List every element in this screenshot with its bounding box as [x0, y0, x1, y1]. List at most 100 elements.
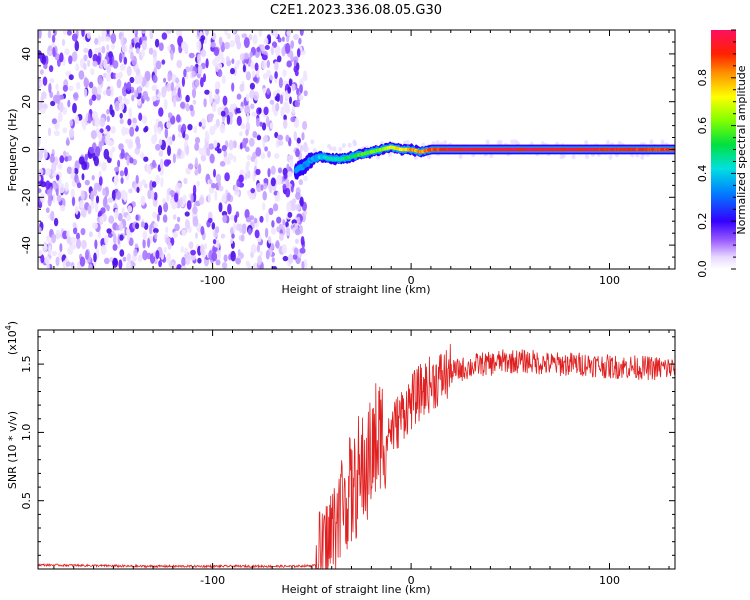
noise-blob: [76, 238, 81, 249]
noise-blob: [280, 106, 285, 115]
noise-blob: [205, 30, 209, 36]
y-tick-label: 0.5: [20, 492, 33, 510]
noise-blob: [126, 155, 130, 166]
noise-blob: [230, 238, 234, 244]
noise-blob: [292, 254, 298, 260]
colorbar-label: Normalized spectral amplitude: [735, 65, 748, 234]
noise-blob: [279, 94, 284, 105]
noise-blob: [153, 228, 159, 234]
noise-blob: [584, 140, 589, 145]
snr-panel: -100 0 100 0.5 1.0 1.5 Height of straight lin…: [4, 321, 676, 596]
noise-blob: [254, 158, 258, 167]
noise-blob: [224, 41, 230, 50]
noise-blob: [252, 34, 258, 45]
noise-blob: [212, 247, 218, 253]
noise-blob: [196, 40, 202, 51]
noise-blob: [117, 213, 123, 222]
noise-blob: [50, 210, 55, 222]
noise-blob: [180, 126, 184, 134]
noise-blob: [55, 95, 61, 104]
noise-blob: [213, 123, 218, 131]
noise-blob: [109, 150, 113, 159]
noise-blob: [267, 150, 271, 158]
noise-blob: [166, 137, 171, 148]
noise-blob: [195, 79, 200, 87]
noise-blob: [266, 87, 270, 95]
snr-line: [38, 343, 675, 569]
noise-blob: [124, 127, 130, 135]
noise-blob: [167, 45, 171, 52]
noise-blob: [227, 203, 232, 215]
noise-blob: [232, 30, 236, 34]
noise-blob: [187, 168, 191, 175]
noise-blob: [151, 134, 157, 145]
noise-blob: [239, 83, 245, 93]
noise-blob: [179, 196, 183, 206]
noise-blob: [73, 227, 78, 235]
noise-blob: [177, 87, 181, 98]
noise-blob: [51, 234, 57, 244]
noise-blob: [194, 157, 198, 168]
noise-blob: [55, 229, 61, 240]
noise-blob: [72, 102, 77, 114]
noise-blob: [327, 143, 331, 149]
noise-blob: [220, 110, 226, 117]
noise-blob: [286, 30, 292, 36]
y-tick-label: 1.5: [20, 355, 33, 373]
noise-blob: [187, 124, 193, 131]
noise-blob: [302, 120, 308, 130]
noise-blob: [112, 258, 118, 268]
noise-blob: [217, 69, 223, 78]
noise-blob: [192, 216, 199, 227]
noise-blob: [249, 215, 255, 221]
noise-blob: [254, 229, 260, 239]
noise-blob: [38, 175, 42, 182]
noise-blob: [296, 48, 301, 58]
noise-blob: [99, 117, 106, 128]
noise-blob: [163, 77, 167, 83]
noise-blob: [211, 182, 216, 189]
noise-blob: [194, 137, 201, 144]
noise-blob: [66, 230, 70, 238]
noise-blob: [80, 209, 85, 217]
noise-blob: [237, 249, 241, 257]
noise-blob: [300, 236, 305, 246]
noise-blob: [571, 154, 576, 160]
noise-blob: [305, 147, 310, 152]
noise-blob: [38, 226, 42, 233]
noise-blob: [56, 174, 60, 181]
noise-blob: [234, 214, 238, 223]
noise-blob: [243, 37, 250, 49]
noise-blob: [151, 85, 156, 92]
noise-blob: [426, 154, 431, 160]
noise-blob: [291, 105, 296, 115]
noise-blob: [289, 50, 294, 61]
noise-blob: [225, 56, 230, 62]
noise-blob: [188, 52, 195, 59]
noise-blob: [200, 226, 205, 236]
noise-blob: [290, 40, 295, 49]
noise-blob: [175, 77, 180, 84]
noise-blob: [109, 54, 113, 66]
noise-blob: [196, 223, 202, 233]
noise-blob: [278, 77, 283, 89]
noise-blob: [221, 75, 226, 84]
noise-blob: [388, 152, 392, 158]
noise-blob: [62, 150, 67, 157]
noise-blob: [193, 125, 198, 134]
noise-blob: [219, 123, 226, 134]
noise-blob: [154, 38, 160, 48]
noise-blob: [166, 30, 172, 34]
noise-blob: [299, 247, 306, 254]
noise-blob: [156, 213, 160, 222]
noise-blob: [253, 91, 260, 101]
noise-blob: [264, 146, 268, 152]
noise-blob: [606, 140, 610, 145]
noise-blob: [115, 191, 122, 200]
y-tick-label: 20: [20, 95, 33, 109]
noise-blob: [299, 144, 304, 152]
noise-blob: [50, 100, 56, 107]
noise-blob: [295, 148, 300, 158]
noise-blob: [218, 202, 223, 213]
noise-blob: [90, 199, 95, 210]
